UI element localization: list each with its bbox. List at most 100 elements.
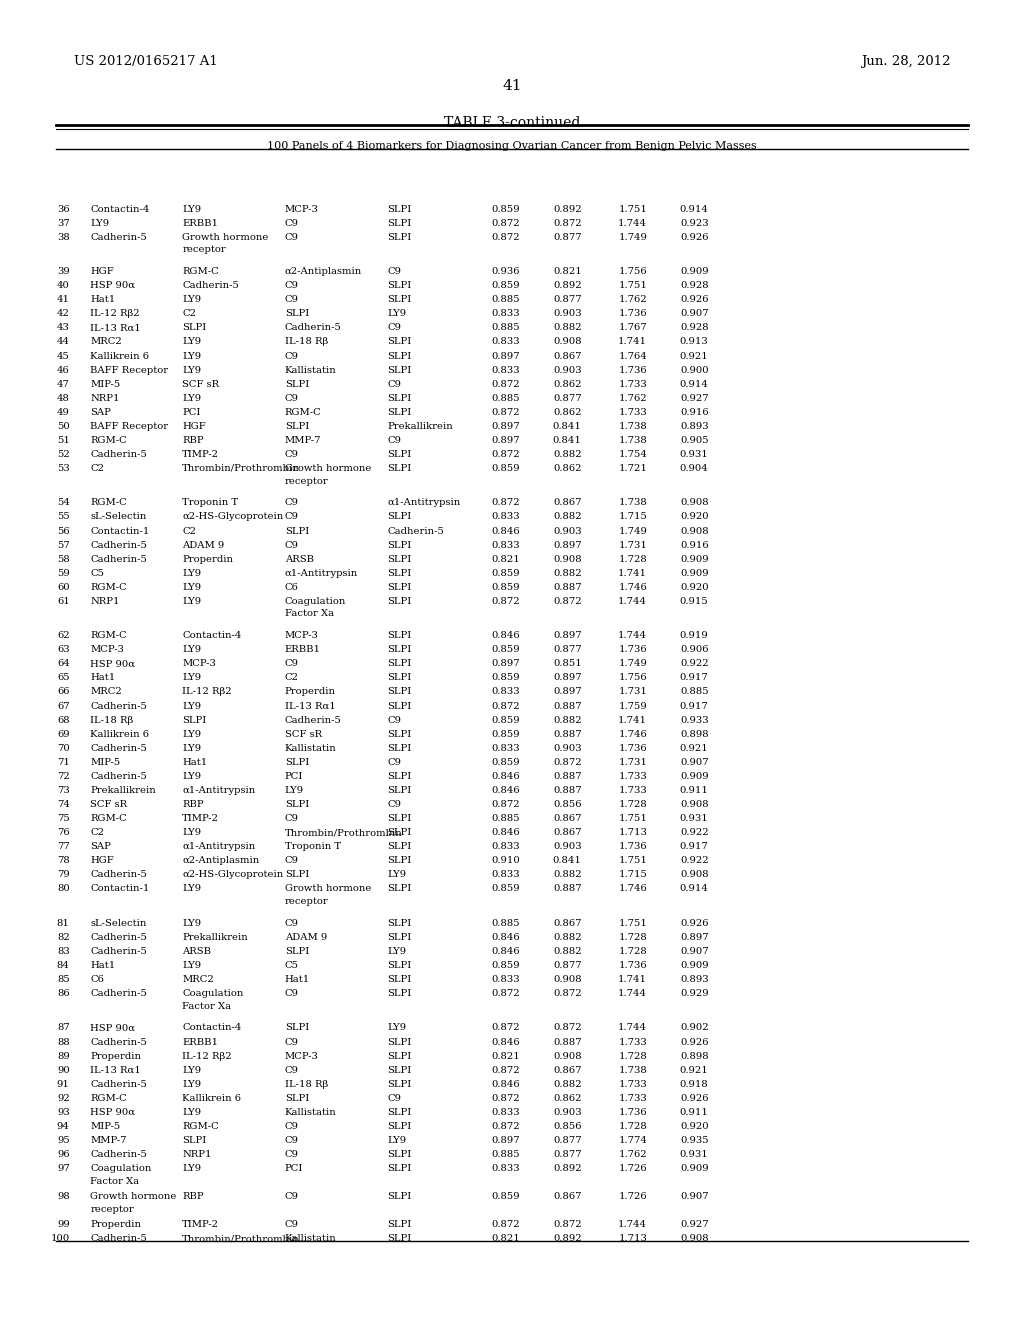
Text: 0.923: 0.923 xyxy=(680,219,709,227)
Text: 75: 75 xyxy=(57,814,70,822)
Text: 1.762: 1.762 xyxy=(618,393,647,403)
Text: ERBB1: ERBB1 xyxy=(182,219,218,227)
Text: 0.908: 0.908 xyxy=(553,1052,582,1060)
Text: 0.833: 0.833 xyxy=(492,309,520,318)
Text: Hat1: Hat1 xyxy=(182,758,208,767)
Text: 0.867: 0.867 xyxy=(553,1192,582,1201)
Text: RGM-C: RGM-C xyxy=(90,436,127,445)
Text: Cadherin-5: Cadherin-5 xyxy=(90,450,147,459)
Text: 1.744: 1.744 xyxy=(618,1023,647,1032)
Text: 37: 37 xyxy=(57,219,70,227)
Text: 100: 100 xyxy=(50,1234,70,1243)
Text: RGM-C: RGM-C xyxy=(90,582,127,591)
Text: C9: C9 xyxy=(285,281,299,290)
Text: 0.872: 0.872 xyxy=(492,800,520,809)
Text: 0.907: 0.907 xyxy=(680,758,709,767)
Text: 48: 48 xyxy=(56,393,70,403)
Text: 44: 44 xyxy=(56,338,70,346)
Text: C9: C9 xyxy=(285,989,299,998)
Text: 0.908: 0.908 xyxy=(553,554,582,564)
Text: SLPI: SLPI xyxy=(387,688,412,697)
Text: 0.872: 0.872 xyxy=(553,758,582,767)
Text: 57: 57 xyxy=(57,541,70,549)
Text: 0.897: 0.897 xyxy=(492,436,520,445)
Text: Thrombin/Prothrombin: Thrombin/Prothrombin xyxy=(285,828,402,837)
Text: 1.774: 1.774 xyxy=(618,1137,647,1144)
Text: Prekallikrein: Prekallikrein xyxy=(182,933,248,941)
Text: SLPI: SLPI xyxy=(387,463,412,473)
Text: 62: 62 xyxy=(57,631,70,640)
Text: 65: 65 xyxy=(57,673,70,682)
Text: Factor Xa: Factor Xa xyxy=(285,610,334,618)
Text: 40: 40 xyxy=(56,281,70,290)
Text: LY9: LY9 xyxy=(182,366,202,375)
Text: 0.897: 0.897 xyxy=(553,541,582,549)
Text: RGM-C: RGM-C xyxy=(90,631,127,640)
Text: 1.736: 1.736 xyxy=(618,366,647,375)
Text: RGM-C: RGM-C xyxy=(182,1122,219,1131)
Text: BAFF Receptor: BAFF Receptor xyxy=(90,422,168,430)
Text: HGF: HGF xyxy=(90,267,114,276)
Text: 1.738: 1.738 xyxy=(618,499,647,507)
Text: 0.908: 0.908 xyxy=(680,1234,709,1243)
Text: 0.903: 0.903 xyxy=(553,527,582,536)
Text: HSP 90α: HSP 90α xyxy=(90,660,135,668)
Text: C9: C9 xyxy=(387,715,401,725)
Text: LY9: LY9 xyxy=(182,884,202,894)
Text: Coagulation: Coagulation xyxy=(182,989,244,998)
Text: 86: 86 xyxy=(57,989,70,998)
Text: 99: 99 xyxy=(57,1220,70,1229)
Text: TIMP-2: TIMP-2 xyxy=(182,450,219,459)
Text: 1.751: 1.751 xyxy=(618,814,647,822)
Text: 0.872: 0.872 xyxy=(492,450,520,459)
Text: Contactin-1: Contactin-1 xyxy=(90,527,150,536)
Text: Kallikrein 6: Kallikrein 6 xyxy=(90,351,150,360)
Text: C9: C9 xyxy=(387,380,401,388)
Text: 80: 80 xyxy=(57,884,70,894)
Text: 1.738: 1.738 xyxy=(618,436,647,445)
Text: 1.726: 1.726 xyxy=(618,1164,647,1173)
Text: 95: 95 xyxy=(57,1137,70,1144)
Text: SLPI: SLPI xyxy=(387,450,412,459)
Text: SLPI: SLPI xyxy=(387,961,412,970)
Text: SLPI: SLPI xyxy=(387,1122,412,1131)
Text: 0.833: 0.833 xyxy=(492,541,520,549)
Text: 1.736: 1.736 xyxy=(618,645,647,655)
Text: MCP-3: MCP-3 xyxy=(285,631,318,640)
Text: 0.846: 0.846 xyxy=(492,933,520,941)
Text: 76: 76 xyxy=(57,828,70,837)
Text: SLPI: SLPI xyxy=(285,946,309,956)
Text: Coagulation: Coagulation xyxy=(90,1164,152,1173)
Text: US 2012/0165217 A1: US 2012/0165217 A1 xyxy=(74,55,217,69)
Text: 0.877: 0.877 xyxy=(553,1150,582,1159)
Text: Cadherin-5: Cadherin-5 xyxy=(90,232,147,242)
Text: 0.833: 0.833 xyxy=(492,743,520,752)
Text: Kallistatin: Kallistatin xyxy=(285,743,337,752)
Text: 0.909: 0.909 xyxy=(680,961,709,970)
Text: LY9: LY9 xyxy=(182,673,202,682)
Text: 0.872: 0.872 xyxy=(492,499,520,507)
Text: NRP1: NRP1 xyxy=(90,393,120,403)
Text: 1.741: 1.741 xyxy=(618,569,647,578)
Text: LY9: LY9 xyxy=(387,1023,407,1032)
Text: Cadherin-5: Cadherin-5 xyxy=(90,933,147,941)
Text: 1.749: 1.749 xyxy=(618,527,647,536)
Text: TABLE 3-continued: TABLE 3-continued xyxy=(443,116,581,131)
Text: LY9: LY9 xyxy=(90,219,110,227)
Text: 0.897: 0.897 xyxy=(553,673,582,682)
Text: SLPI: SLPI xyxy=(387,1192,412,1201)
Text: SLPI: SLPI xyxy=(387,1164,412,1173)
Text: ADAM 9: ADAM 9 xyxy=(285,933,327,941)
Text: Coagulation: Coagulation xyxy=(285,597,346,606)
Text: TIMP-2: TIMP-2 xyxy=(182,814,219,822)
Text: 0.903: 0.903 xyxy=(553,1107,582,1117)
Text: C9: C9 xyxy=(285,1150,299,1159)
Text: 0.862: 0.862 xyxy=(553,1094,582,1102)
Text: 0.909: 0.909 xyxy=(680,569,709,578)
Text: LY9: LY9 xyxy=(182,743,202,752)
Text: 47: 47 xyxy=(56,380,70,388)
Text: SLPI: SLPI xyxy=(387,1150,412,1159)
Text: SLPI: SLPI xyxy=(285,1094,309,1102)
Text: 1.744: 1.744 xyxy=(618,1220,647,1229)
Text: 0.885: 0.885 xyxy=(492,296,520,305)
